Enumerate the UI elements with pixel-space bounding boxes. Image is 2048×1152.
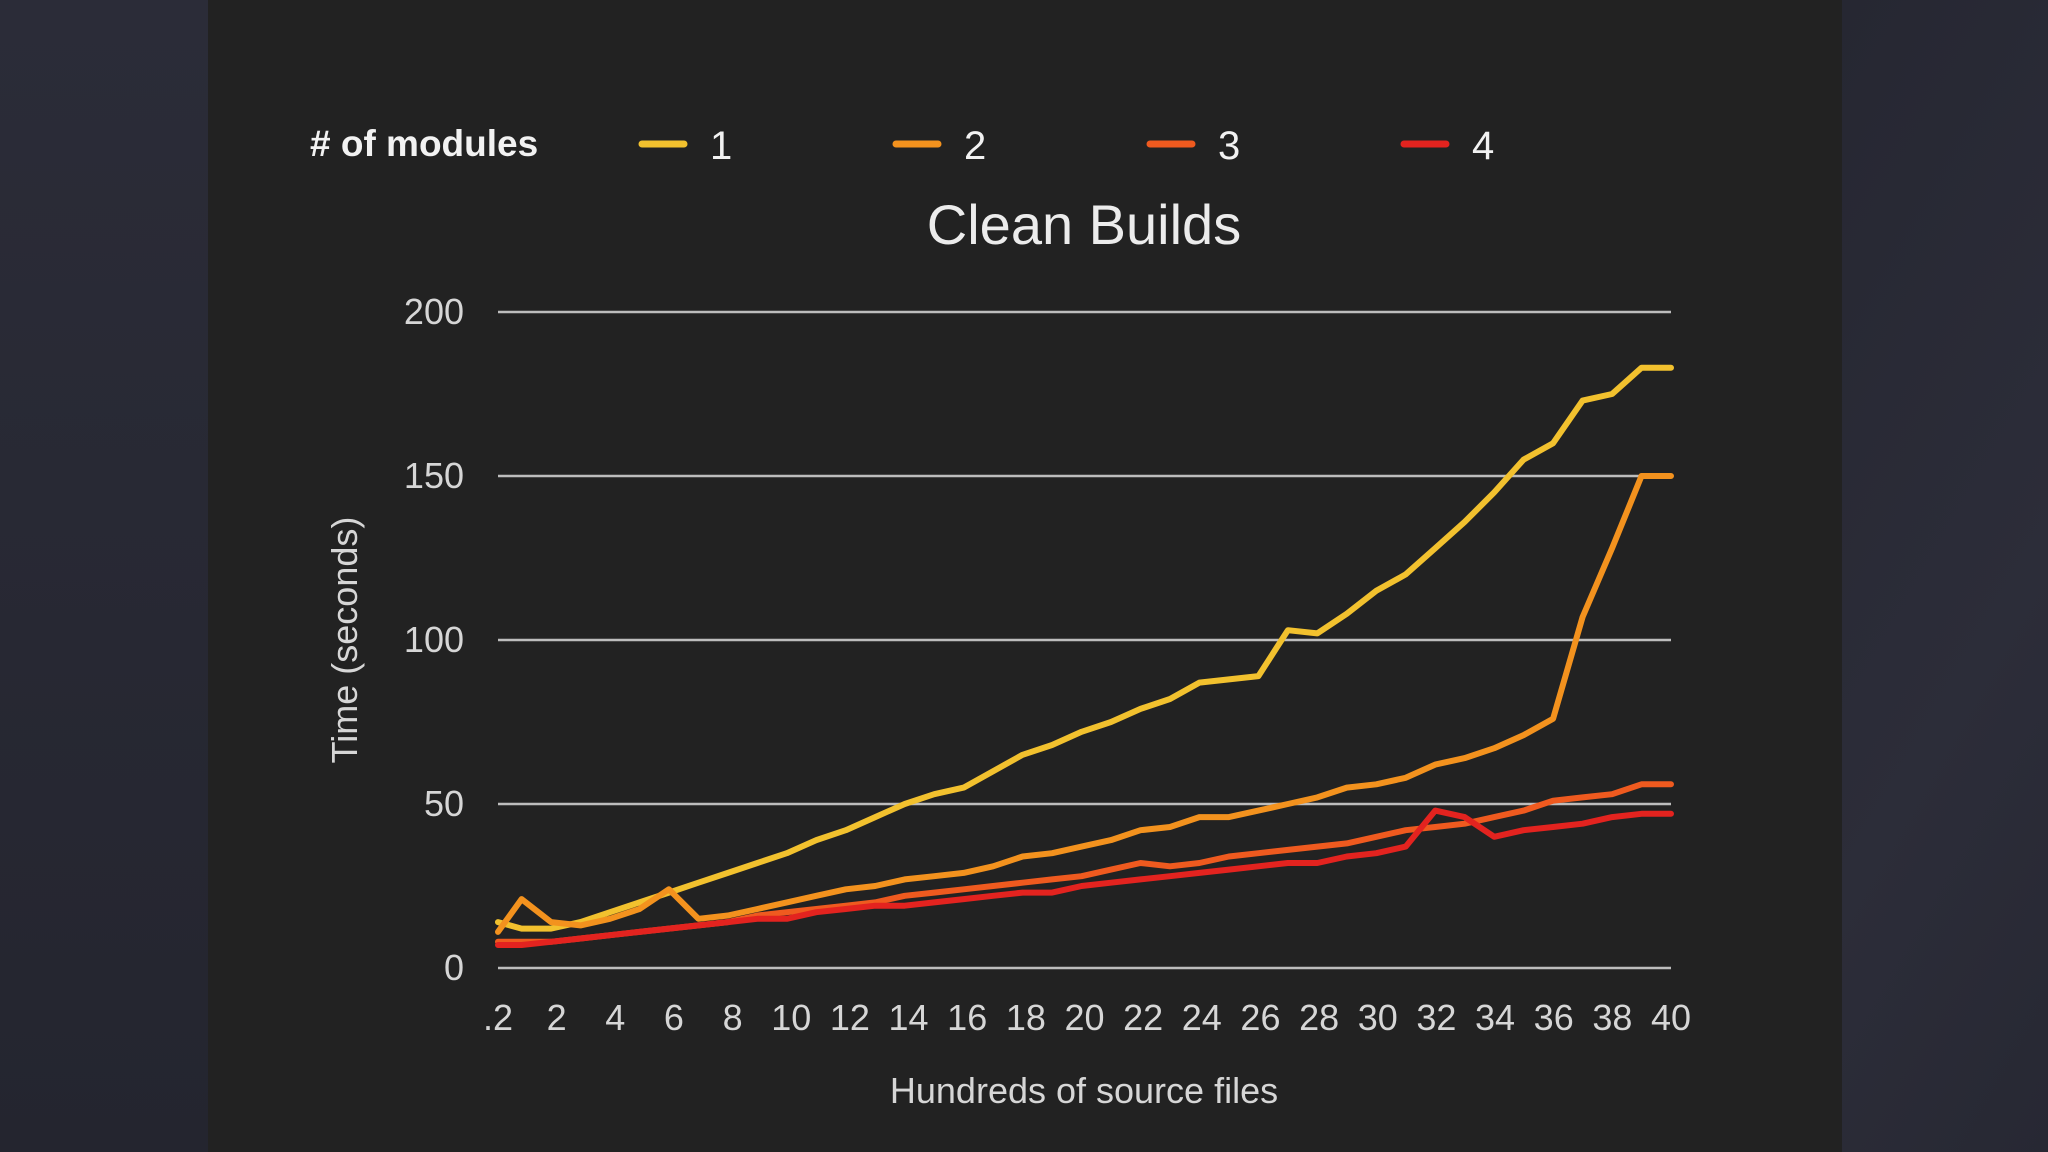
background-right-panel bbox=[1842, 0, 2048, 1152]
y-axis-ticks: 0 50 100 150 200 bbox=[404, 291, 464, 988]
series-lines bbox=[495, 364, 1674, 948]
legend-label-1: 1 bbox=[710, 124, 732, 168]
x-tick-label-9: 18 bbox=[1006, 997, 1046, 1038]
gridlines bbox=[498, 310, 1671, 970]
x-tick-label-17: 34 bbox=[1475, 997, 1515, 1038]
chart-title: Clean Builds bbox=[927, 193, 1241, 256]
x-tick-label-13: 26 bbox=[1240, 997, 1280, 1038]
x-tick-label-16: 32 bbox=[1416, 997, 1456, 1038]
x-tick-label-6: 12 bbox=[830, 997, 870, 1038]
series-line-4 bbox=[495, 807, 1674, 948]
y-tick-label-0: 0 bbox=[444, 947, 464, 988]
x-tick-label-3: 6 bbox=[664, 997, 684, 1038]
x-tick-label-15: 30 bbox=[1358, 997, 1398, 1038]
legend-title: # of modules bbox=[310, 123, 538, 164]
legend-label-2: 2 bbox=[964, 124, 986, 168]
series-line-2 bbox=[495, 473, 1674, 935]
y-tick-label-50: 50 bbox=[424, 783, 464, 824]
series-line-1 bbox=[495, 364, 1674, 932]
x-axis-label: Hundreds of source files bbox=[890, 1070, 1278, 1111]
x-tick-label-12: 24 bbox=[1182, 997, 1222, 1038]
y-tick-label-100: 100 bbox=[404, 619, 464, 660]
x-tick-label-18: 36 bbox=[1534, 997, 1574, 1038]
x-tick-label-0: .2 bbox=[483, 997, 513, 1038]
x-tick-label-19: 38 bbox=[1592, 997, 1632, 1038]
y-axis-label: Time (seconds) bbox=[324, 517, 365, 764]
x-tick-label-8: 16 bbox=[947, 997, 987, 1038]
legend: # of modules 1 2 3 4 bbox=[310, 123, 1494, 168]
series-line-3 bbox=[495, 781, 1674, 945]
x-tick-label-14: 28 bbox=[1299, 997, 1339, 1038]
legend-label-3: 3 bbox=[1218, 124, 1240, 168]
x-axis-ticks: .2 2 4 6 8 10 12 14 16 18 20 22 24 26 28 30 32 34 36 38 40 bbox=[483, 997, 1691, 1038]
x-tick-label-2: 4 bbox=[605, 997, 625, 1038]
slide-panel bbox=[208, 0, 1842, 1152]
x-tick-label-4: 8 bbox=[723, 997, 743, 1038]
x-tick-label-5: 10 bbox=[771, 997, 811, 1038]
x-tick-label-7: 14 bbox=[889, 997, 929, 1038]
x-tick-label-1: 2 bbox=[547, 997, 567, 1038]
x-tick-label-20: 40 bbox=[1651, 997, 1691, 1038]
x-tick-label-11: 22 bbox=[1123, 997, 1163, 1038]
x-tick-label-10: 20 bbox=[1064, 997, 1104, 1038]
y-tick-label-200: 200 bbox=[404, 291, 464, 332]
y-tick-label-150: 150 bbox=[404, 455, 464, 496]
legend-label-4: 4 bbox=[1472, 124, 1494, 168]
